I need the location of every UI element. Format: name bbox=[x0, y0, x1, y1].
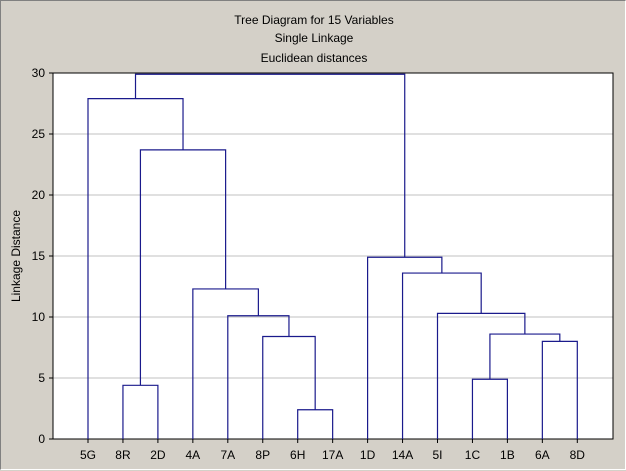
chart-title-line-2: Single Linkage bbox=[275, 31, 354, 45]
y-tick-label: 10 bbox=[32, 310, 46, 324]
y-tick-label: 0 bbox=[38, 432, 45, 446]
y-tick-label: 5 bbox=[38, 371, 45, 385]
dendrogram-link bbox=[134, 73, 406, 258]
leaf-label: 5I bbox=[432, 448, 442, 462]
leaf-label: 1C bbox=[465, 448, 481, 462]
leaf-label: 2D bbox=[150, 448, 166, 462]
leaf-label: 1D bbox=[360, 448, 376, 462]
leaf-label: 6H bbox=[290, 448, 305, 462]
leaf-label: 5G bbox=[80, 448, 96, 462]
y-tick-label: 20 bbox=[32, 188, 46, 202]
leaf-label: 4A bbox=[186, 448, 201, 462]
y-tick-label: 25 bbox=[32, 127, 46, 141]
leaf-label: 1B bbox=[500, 448, 515, 462]
chart-title-line-1: Tree Diagram for 15 Variables bbox=[234, 13, 393, 27]
leaf-label: 8D bbox=[570, 448, 586, 462]
y-tick-label: 30 bbox=[32, 66, 46, 80]
chart-title-line-3: Euclidean distances bbox=[261, 51, 368, 65]
y-axis-title: Linkage Distance bbox=[9, 210, 23, 302]
plot-area: 0 5 10 15 20 25 30 5G 8R 2D 4A 7A 8P 6H 17A 1D 14A 5I 1C 1B… bbox=[32, 66, 614, 462]
leaf-label: 8P bbox=[255, 448, 270, 462]
y-tick-label: 15 bbox=[32, 249, 46, 263]
leaf-label: 17A bbox=[322, 448, 343, 462]
leaf-label: 6A bbox=[535, 448, 550, 462]
leaf-label: 14A bbox=[392, 448, 413, 462]
leaf-label: 7A bbox=[220, 448, 235, 462]
leaf-label: 8R bbox=[115, 448, 131, 462]
